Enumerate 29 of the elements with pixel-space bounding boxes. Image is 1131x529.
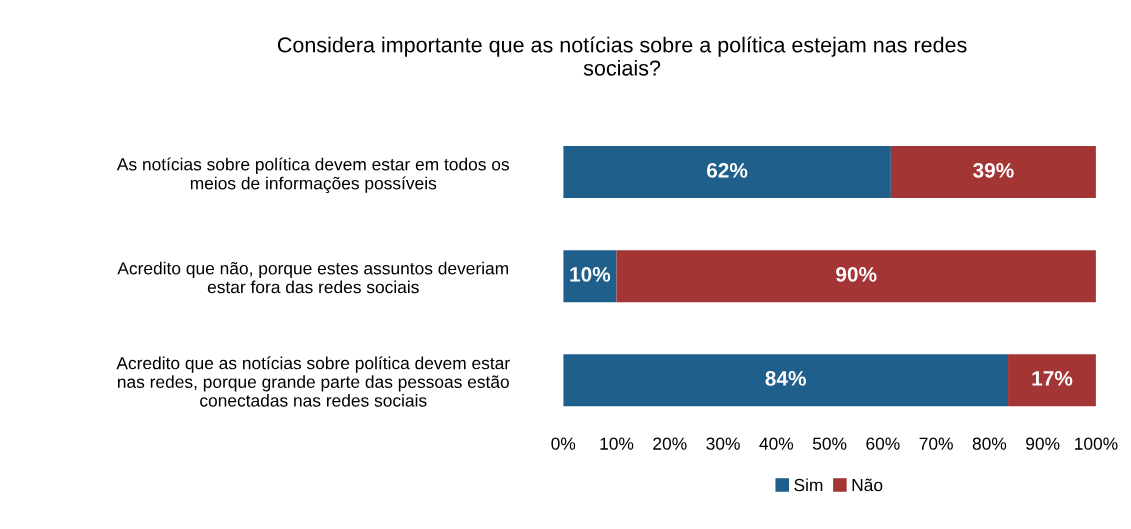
data-label: 62% [706, 162, 748, 178]
x-tick-label: 10% [600, 437, 634, 450]
x-tick-label: 90% [1026, 437, 1060, 450]
y-tick-label: Acredito que não, porque estes assuntos deveriam estar fora das redes sociais [117, 261, 509, 294]
data-label: 90% [836, 266, 877, 282]
chart-title: Considera importante que as notícias sobre a política estejam nas redes sociais? [277, 36, 967, 76]
bar [890, 146, 1096, 199]
bar [563, 146, 891, 199]
x-tick-label: 20% [653, 437, 687, 450]
x-tick-label: 100% [1075, 437, 1118, 450]
x-tick-label: 80% [972, 437, 1007, 450]
bar [563, 250, 617, 303]
y-tick-label: Acredito que as notícias sobre política devem estar nas redes, porque grande parte das pessoas estão conectadas nas redes sociais [116, 356, 510, 407]
bar [616, 250, 1096, 303]
bar [563, 354, 1009, 407]
legend-label: Não [852, 478, 883, 492]
data-label: 84% [765, 371, 806, 386]
data-label: 17% [1032, 371, 1073, 386]
x-tick-label: 30% [706, 437, 740, 450]
data-label: 10% [570, 266, 611, 282]
legend-label: Sim [794, 478, 823, 492]
x-tick-label: 40% [759, 437, 794, 450]
x-tick-label: 70% [919, 437, 953, 450]
y-tick-label: As notícias sobre política devem estar em todos os meios de informações possíveis [116, 157, 509, 193]
bar [1008, 354, 1096, 407]
x-tick-label: 50% [812, 437, 847, 450]
x-tick-label: 0% [551, 437, 576, 450]
x-tick-label: 60% [866, 437, 900, 450]
data-label: 39% [973, 162, 1014, 178]
